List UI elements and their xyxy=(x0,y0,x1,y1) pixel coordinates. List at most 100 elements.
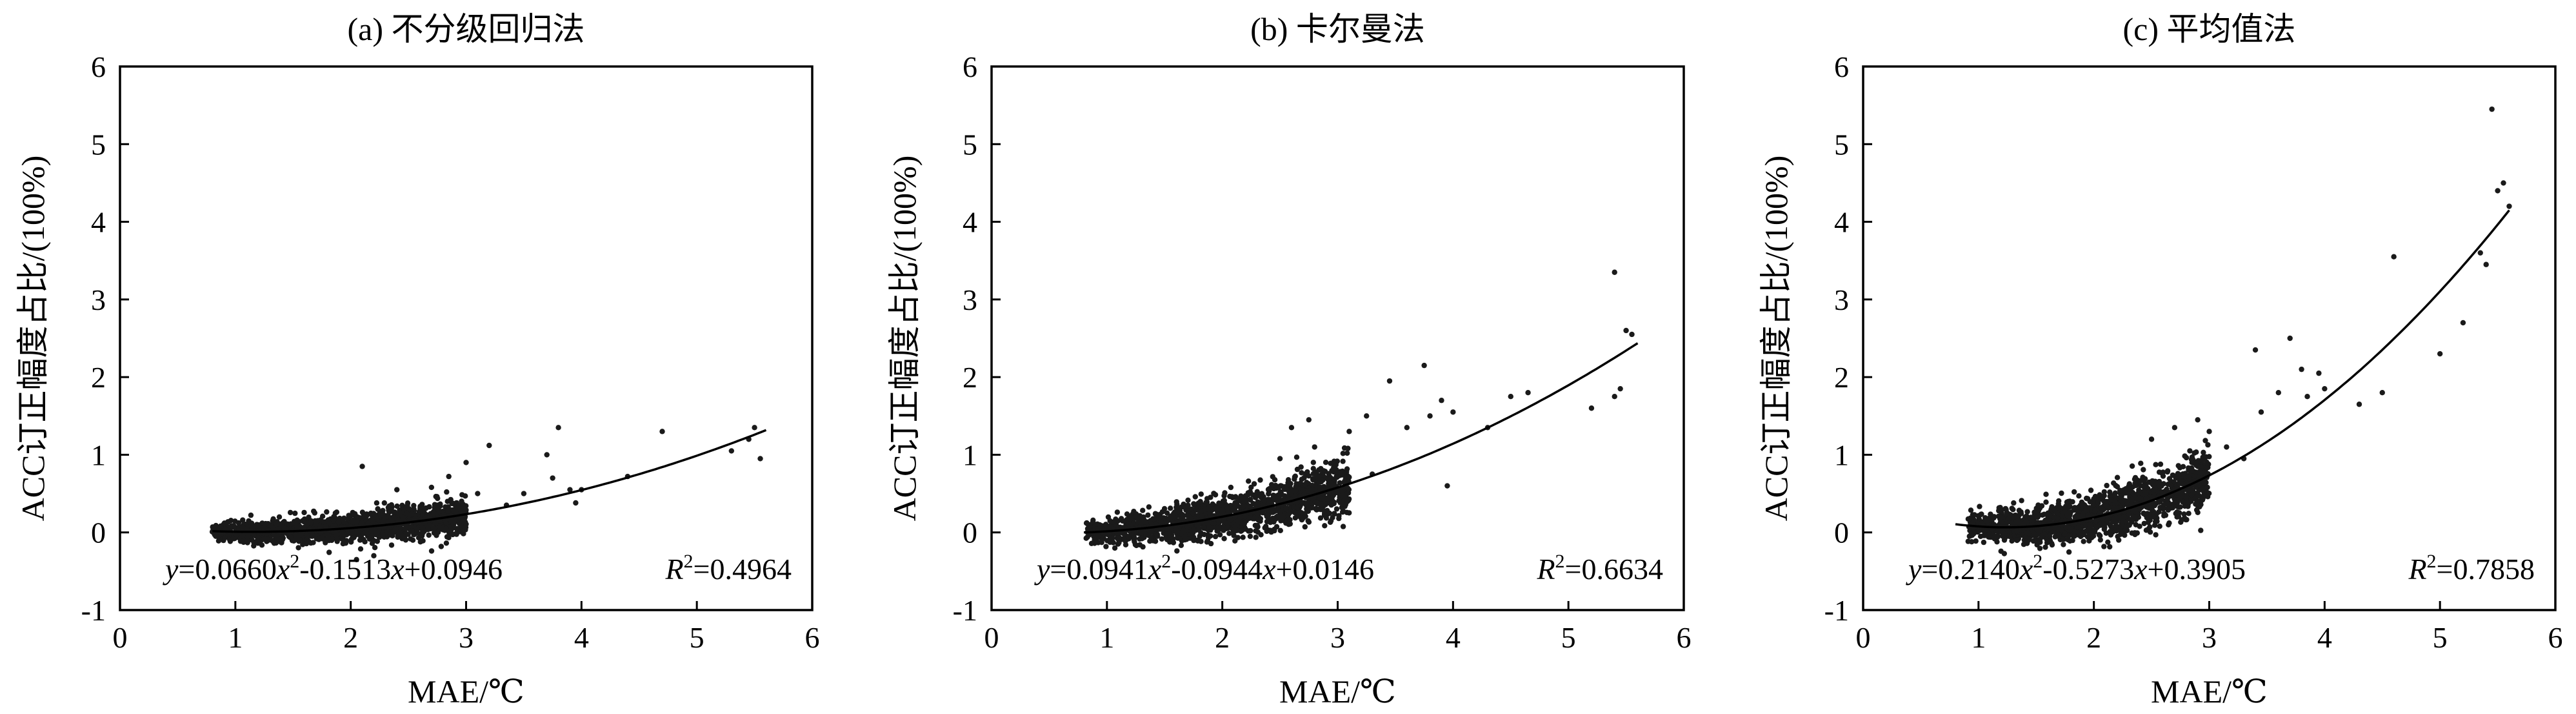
scatter-point xyxy=(1255,529,1261,535)
scatter-point xyxy=(2195,498,2201,504)
scatter-point xyxy=(2153,532,2159,538)
scatter-point xyxy=(2117,527,2124,533)
scatter-point xyxy=(2103,530,2109,536)
y-tick-label: -1 xyxy=(81,594,106,627)
scatter-point xyxy=(1283,505,1289,511)
scatter-point xyxy=(396,529,403,535)
y-tick-label: 6 xyxy=(1834,50,1849,83)
scatter-point xyxy=(1299,500,1306,506)
scatter-point xyxy=(1240,504,1246,510)
eq-exp: 2 xyxy=(2033,551,2042,572)
scatter-point xyxy=(441,512,447,518)
scatter-point xyxy=(384,514,390,520)
scatter-point xyxy=(459,529,466,535)
scatter-point xyxy=(404,510,410,516)
scatter-outlier-point xyxy=(486,442,492,449)
x-tick-label: 0 xyxy=(984,621,999,654)
scatter-point xyxy=(2199,496,2204,503)
scatter-point xyxy=(1340,451,1346,456)
scatter-point xyxy=(1345,497,1351,504)
scatter-point xyxy=(2025,530,2031,536)
scatter-point xyxy=(1341,509,1346,515)
y-axis-label: ACC订正幅度占比/(100%) xyxy=(1758,156,1794,522)
scatter-point xyxy=(2013,528,2019,534)
scatter-point xyxy=(1220,507,1226,513)
scatter-point xyxy=(2148,480,2155,486)
scatter-point xyxy=(1346,474,1352,480)
scatter-point xyxy=(1158,519,1164,525)
scatter-point xyxy=(438,544,444,549)
scatter-point xyxy=(217,523,224,529)
scatter-point xyxy=(459,492,465,498)
scatter-point xyxy=(357,546,364,552)
x-tick-label: 6 xyxy=(1677,621,1692,654)
scatter-point xyxy=(1288,490,1294,496)
eq-coef-c: +0.3905 xyxy=(2148,553,2246,586)
scatter-point xyxy=(221,520,228,526)
scatter-point xyxy=(2142,490,2149,496)
scatter-point xyxy=(1254,522,1261,529)
scatter-point xyxy=(434,502,440,508)
scatter-point xyxy=(1197,498,1203,505)
scatter-point xyxy=(1254,511,1261,516)
scatter-point xyxy=(326,520,333,526)
scatter-point xyxy=(2034,542,2040,548)
scatter-point xyxy=(1307,487,1313,493)
y-tick-label: 5 xyxy=(1834,128,1849,161)
scatter-point xyxy=(2133,494,2139,500)
r2-var: R xyxy=(664,553,683,586)
scatter-point xyxy=(1196,527,1202,533)
scatter-point xyxy=(1228,484,1234,491)
scatter-point xyxy=(2061,542,2066,547)
scatter-point xyxy=(1288,481,1293,487)
y-tick-label: 5 xyxy=(91,128,106,161)
scatter-point xyxy=(2111,480,2117,486)
scatter-point xyxy=(1246,478,1252,484)
scatter-point xyxy=(2132,530,2138,536)
scatter-point xyxy=(455,505,461,511)
scatter-point xyxy=(1168,505,1173,511)
scatter-point xyxy=(2132,514,2138,520)
x-axis-label: MAE/℃ xyxy=(2151,673,2268,709)
scatter-point xyxy=(1105,514,1112,520)
scatter-point xyxy=(308,520,314,525)
eq-var-x: x xyxy=(2019,553,2033,586)
scatter-point xyxy=(1273,482,1279,489)
scatter-point xyxy=(2009,505,2015,511)
scatter-point xyxy=(431,511,437,516)
scatter-point xyxy=(2098,505,2104,511)
scatter-point xyxy=(463,521,469,527)
scatter-point xyxy=(1299,517,1305,523)
scatter-outlier-point xyxy=(354,556,359,563)
scatter-point xyxy=(2201,449,2206,455)
scatter-point xyxy=(1968,507,1974,513)
y-tick-label: 3 xyxy=(963,283,977,316)
scatter-point xyxy=(2157,524,2162,529)
scatter-point xyxy=(1257,477,1263,483)
r2-exp: 2 xyxy=(684,551,694,572)
scatter-point xyxy=(2088,487,2094,493)
eq-var-x2: x xyxy=(390,553,404,586)
scatter-point xyxy=(1246,491,1252,496)
scatter-point xyxy=(317,535,323,541)
scatter-point xyxy=(1100,536,1106,542)
scatter-point xyxy=(354,529,359,535)
scatter-point xyxy=(1253,535,1259,540)
r2-var: R xyxy=(2408,553,2426,586)
scatter-point xyxy=(1212,533,1219,540)
scatter-point xyxy=(1326,471,1332,476)
scatter-point xyxy=(1210,501,1215,507)
scatter-point xyxy=(402,525,408,532)
scatter-point xyxy=(2149,507,2155,513)
scatter-point xyxy=(404,502,410,508)
scatter-point xyxy=(2081,531,2086,538)
scatter-point xyxy=(2084,534,2091,540)
scatter-point xyxy=(251,543,257,549)
scatter-point xyxy=(1344,469,1350,475)
scatter-point xyxy=(1254,489,1261,495)
scatter-point xyxy=(2174,492,2180,498)
scatter-point xyxy=(2181,511,2187,517)
x-axis-label: MAE/℃ xyxy=(1279,673,1396,709)
